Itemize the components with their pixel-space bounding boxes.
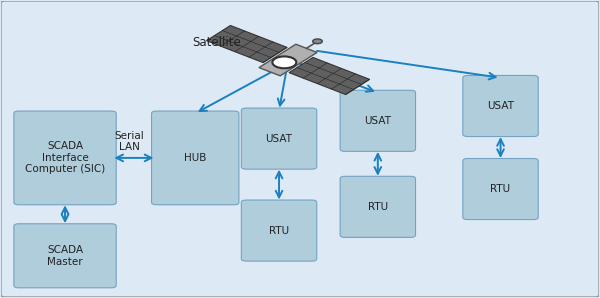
Text: RTU: RTU: [490, 184, 511, 194]
Text: USAT: USAT: [487, 101, 514, 111]
FancyBboxPatch shape: [340, 176, 416, 238]
FancyBboxPatch shape: [241, 200, 317, 261]
FancyBboxPatch shape: [340, 90, 416, 151]
Polygon shape: [206, 26, 287, 63]
Text: RTU: RTU: [269, 226, 289, 235]
Circle shape: [313, 39, 322, 44]
Text: SCADA
Interface
Computer (SIC): SCADA Interface Computer (SIC): [25, 141, 105, 175]
FancyBboxPatch shape: [463, 75, 538, 136]
FancyBboxPatch shape: [14, 224, 116, 288]
Ellipse shape: [272, 56, 296, 68]
Text: USAT: USAT: [364, 116, 391, 126]
FancyBboxPatch shape: [241, 108, 317, 169]
Polygon shape: [289, 58, 370, 94]
Text: HUB: HUB: [184, 153, 206, 163]
FancyBboxPatch shape: [152, 111, 239, 205]
FancyBboxPatch shape: [463, 159, 538, 220]
Text: Serial
LAN: Serial LAN: [115, 131, 144, 152]
FancyBboxPatch shape: [14, 111, 116, 205]
Text: RTU: RTU: [368, 202, 388, 212]
Polygon shape: [259, 44, 317, 76]
Text: USAT: USAT: [266, 134, 293, 144]
Text: SCADA
Master: SCADA Master: [47, 245, 83, 267]
Text: Satellite: Satellite: [192, 36, 241, 49]
